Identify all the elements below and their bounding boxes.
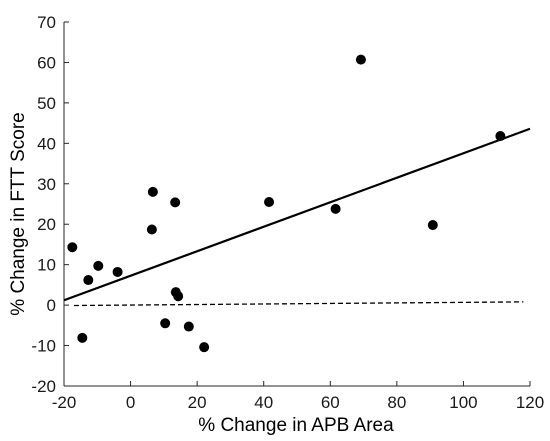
- data-point: [77, 332, 88, 343]
- data-point: [160, 318, 171, 329]
- x-tick-label: 20: [188, 393, 207, 412]
- data-point: [330, 203, 341, 214]
- y-tick-label: 20: [37, 215, 56, 234]
- data-point: [199, 342, 210, 353]
- data-point: [183, 321, 194, 332]
- y-tick-label: -20: [31, 377, 56, 396]
- y-tick-label: 0: [47, 296, 56, 315]
- x-tick-label: 0: [126, 393, 135, 412]
- data-point: [67, 242, 78, 253]
- data-point: [146, 224, 157, 235]
- regression-line: [63, 127, 531, 302]
- data-point: [83, 275, 94, 286]
- x-tick-label: -20: [52, 393, 77, 412]
- x-tick-label: 80: [387, 393, 406, 412]
- data-point: [173, 291, 184, 302]
- y-tick-label: -10: [31, 337, 56, 356]
- y-tick-label: 60: [37, 53, 56, 72]
- y-tick-label: 70: [37, 13, 56, 32]
- y-tick-label: 30: [37, 175, 56, 194]
- x-axis-title: % Change in APB Area: [198, 415, 394, 436]
- data-point: [427, 220, 438, 231]
- x-tick-label: 120: [516, 393, 544, 412]
- data-point: [112, 266, 123, 277]
- data-point: [264, 196, 275, 207]
- plot-area: -20 0 20 40 60 80 100 120 -20 -10 0 10 20 30 40 50 60 70: [31, 13, 544, 412]
- x-tick-label: 60: [321, 393, 340, 412]
- y-tick-label: 10: [37, 256, 56, 275]
- zero-reference-line: [73, 301, 524, 307]
- data-point: [147, 186, 158, 197]
- y-tick-label: 50: [37, 94, 56, 113]
- data-point: [495, 131, 506, 142]
- chart-marks: [63, 54, 531, 353]
- y-tick-label: 40: [37, 134, 56, 153]
- y-axis-title: % Change in FTT Score: [8, 112, 29, 315]
- data-point: [93, 260, 104, 271]
- x-tick-label: 100: [449, 393, 477, 412]
- x-tick-label: 40: [254, 393, 273, 412]
- data-point: [355, 54, 366, 65]
- data-point: [170, 197, 181, 208]
